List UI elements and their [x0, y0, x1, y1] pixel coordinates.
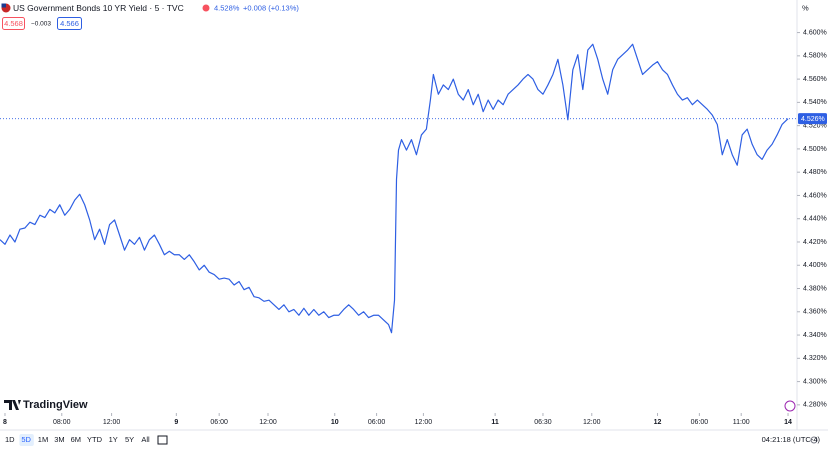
logo-mark: [4, 400, 21, 410]
range-button[interactable]: 5D: [21, 435, 31, 444]
range-button[interactable]: YTD: [87, 435, 103, 444]
x-tick-label: 06:00: [691, 419, 709, 426]
spread: −0.003: [31, 21, 51, 28]
y-tick-label: 4.600%: [803, 29, 827, 36]
last-price-label: 4.526%: [801, 116, 825, 123]
y-tick-label: 4.440%: [803, 216, 827, 223]
range-button[interactable]: 5Y: [125, 435, 134, 444]
y-tick-label: 4.380%: [803, 285, 827, 292]
quote: 4.528%: [214, 3, 240, 12]
x-tick-label: 14: [784, 419, 792, 426]
alert-icon: [784, 400, 796, 412]
x-tick-label: 06:00: [210, 419, 228, 426]
y-tick-label: 4.400%: [803, 262, 827, 269]
x-tick-label: 8: [3, 419, 7, 426]
x-tick-label: 06:00: [368, 419, 386, 426]
x-tick-label: 11: [491, 419, 499, 426]
x-tick-label: 08:00: [53, 419, 71, 426]
range-button[interactable]: All: [141, 435, 150, 444]
x-tick-label: 11:00: [733, 419, 750, 426]
range-button[interactable]: 3M: [54, 435, 64, 444]
chart-title: US Government Bonds 10 YR Yield · 5 · TV…: [13, 3, 184, 13]
x-tick-label: 12:00: [415, 419, 433, 426]
x-tick-label: 12: [654, 419, 662, 426]
bid-box: [2, 17, 25, 30]
y-tick-label: 4.540%: [803, 99, 827, 106]
x-tick-label: 10: [331, 419, 339, 426]
x-tick-label: 12:00: [103, 419, 121, 426]
y-tick-label: 4.300%: [803, 378, 827, 385]
range-button[interactable]: 1Y: [109, 435, 118, 444]
y-tick-label: 4.560%: [803, 76, 827, 83]
y-tick-label: 4.280%: [803, 402, 827, 409]
y-tick-label: 4.420%: [803, 239, 827, 246]
ask-box: [57, 17, 82, 30]
settings-icon: [810, 436, 818, 444]
flag-icon: [1, 3, 6, 8]
x-tick-label: 06:30: [534, 419, 552, 426]
y-tick-label: 4.340%: [803, 332, 827, 339]
range-button[interactable]: 6M: [71, 435, 81, 444]
y-tick-label: 4.580%: [803, 53, 827, 60]
brand-logo: TradingView: [4, 399, 88, 411]
y-tick-label: 4.500%: [803, 146, 827, 153]
unit: %: [802, 3, 809, 12]
x-tick-label: 9: [174, 419, 178, 426]
status-dot: [202, 4, 210, 12]
x-tick-label: 12:00: [259, 419, 277, 426]
last-price-box: [798, 113, 827, 125]
range-active: [19, 434, 34, 446]
y-tick-label: 4.480%: [803, 169, 827, 176]
price-line: [0, 43, 789, 334]
clock: 04:21:18 (UTC-4): [762, 435, 821, 444]
calendar-icon: [157, 435, 168, 445]
ask: 4.566: [60, 19, 79, 28]
brand: TradingView: [23, 399, 88, 411]
x-tick-label: 12:00: [583, 419, 601, 426]
y-tick-label: 4.520%: [803, 122, 827, 129]
range-button[interactable]: 1D: [5, 435, 15, 444]
y-tick-label: 4.460%: [803, 192, 827, 199]
change: +0.008 (+0.13%): [243, 3, 299, 12]
y-tick-label: 4.320%: [803, 355, 827, 362]
range-button[interactable]: 1M: [38, 435, 48, 444]
y-tick-label: 4.360%: [803, 309, 827, 316]
bid: 4.568: [4, 19, 23, 28]
